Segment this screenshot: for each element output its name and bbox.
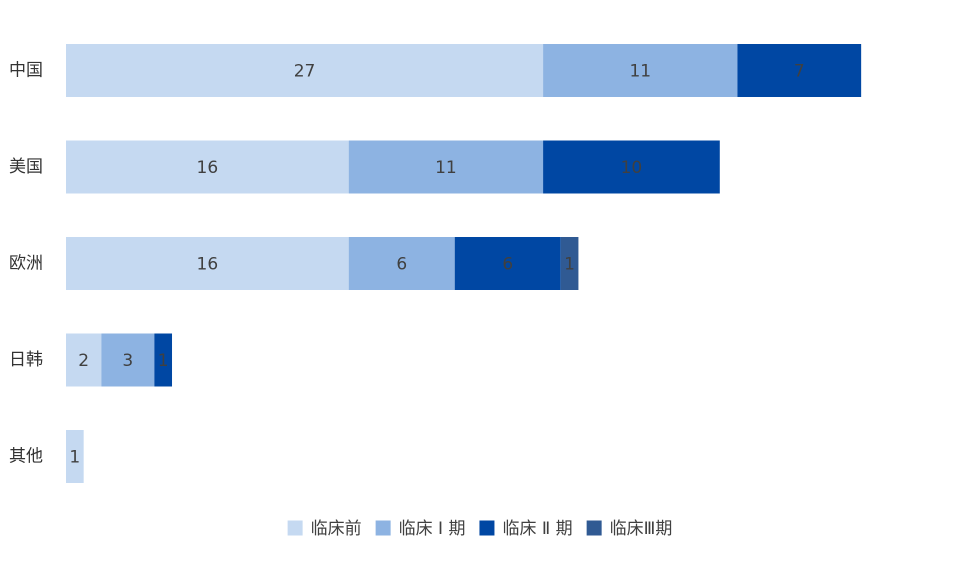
data-label: 11 — [435, 158, 457, 178]
legend-label: 临床Ⅲ期 — [610, 519, 673, 539]
bar-segment — [454, 237, 561, 290]
bar-segment — [66, 140, 349, 194]
data-label: 2 — [78, 351, 89, 371]
bar-segment — [560, 237, 579, 290]
bar-segment — [737, 44, 862, 97]
bar-segment — [66, 44, 544, 97]
legend-swatch — [287, 520, 303, 536]
category-label: 中国 — [9, 61, 43, 81]
bar-segment — [348, 140, 544, 194]
bar-segment — [66, 430, 84, 483]
legend-label: 临床前 — [311, 519, 362, 539]
data-label: 6 — [396, 255, 407, 275]
data-label: 11 — [629, 62, 651, 82]
legend-swatch — [586, 520, 602, 536]
bar-segment — [154, 333, 173, 387]
bars — [66, 44, 862, 483]
bar-segment — [543, 44, 738, 97]
category-label: 其他 — [9, 447, 43, 467]
legend-item: 临床 Ⅰ 期 — [375, 519, 466, 539]
data-label: 7 — [794, 62, 805, 82]
category-label: 欧洲 — [9, 254, 43, 274]
legend-label: 临床 Ⅰ 期 — [399, 519, 466, 539]
data-label: 3 — [122, 351, 133, 371]
legend-item: 临床前 — [287, 519, 362, 539]
legend-label: 临床 Ⅱ 期 — [502, 519, 572, 539]
data-label: 1 — [158, 351, 169, 371]
category-label: 日韩 — [9, 350, 43, 370]
bar-segment — [101, 333, 155, 387]
bar-segment — [66, 237, 349, 290]
data-label: 16 — [197, 158, 219, 178]
data-label: 1 — [69, 448, 80, 468]
data-label: 16 — [197, 255, 219, 275]
data-label: 6 — [502, 255, 513, 275]
bar-segment — [348, 237, 455, 290]
category-label: 美国 — [9, 157, 43, 177]
bar-segment — [66, 333, 102, 387]
legend-item: 临床Ⅲ期 — [586, 519, 673, 539]
data-label: 27 — [294, 62, 316, 82]
legend-item: 临床 Ⅱ 期 — [479, 519, 573, 539]
legend: 临床前 临床 Ⅰ 期 临床 Ⅱ 期 临床Ⅲ期 — [287, 519, 673, 539]
legend-swatch — [375, 520, 391, 536]
bar-segment — [543, 140, 720, 194]
data-label: 1 — [564, 255, 575, 275]
data-label: 10 — [621, 158, 643, 178]
legend-swatch — [479, 520, 495, 536]
